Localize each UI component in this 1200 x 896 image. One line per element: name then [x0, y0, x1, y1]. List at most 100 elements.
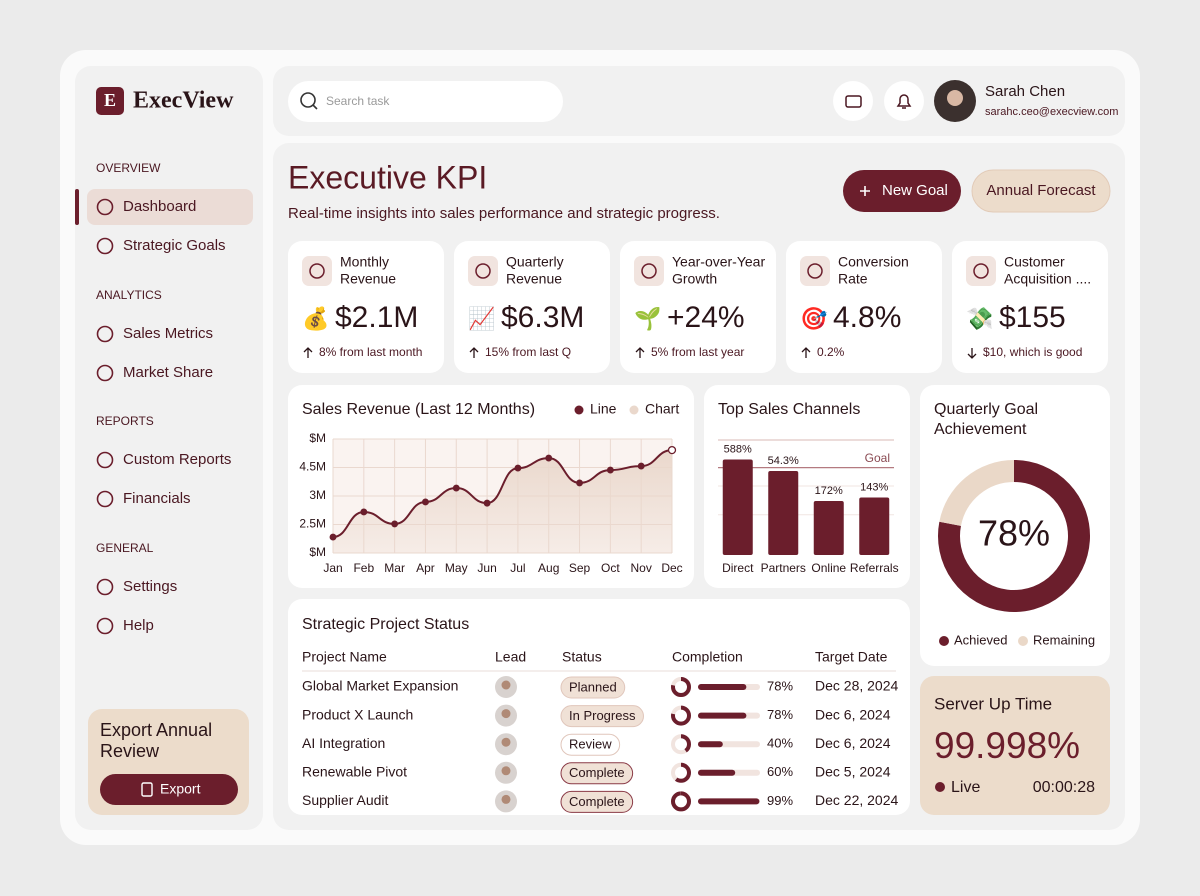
column-header: Project Name	[302, 649, 387, 665]
nav-icon	[96, 490, 114, 508]
bar-label: 588%	[724, 443, 752, 455]
logo	[96, 87, 124, 115]
kpi-icon	[475, 263, 491, 279]
project-name: Supplier Audit	[302, 792, 389, 808]
search-box[interactable]	[288, 81, 563, 122]
nav-item[interactable]: Help	[123, 617, 154, 634]
kpi-value: $155	[999, 301, 1066, 334]
sales-point	[452, 484, 460, 492]
legend-swatch	[1018, 636, 1028, 646]
x-tick-label: Jun	[477, 561, 496, 575]
status-pill	[560, 676, 626, 699]
status-pill	[560, 790, 634, 813]
annual-forecast-button[interactable]	[971, 169, 1111, 213]
legend-label: Chart	[645, 401, 679, 417]
kpi-emoji: 💰	[302, 306, 329, 332]
kpi-emoji: 🌱	[634, 306, 661, 331]
target-date: Dec 6, 2024	[815, 706, 891, 722]
completion-bar	[698, 741, 723, 748]
nav-section: ANALYTICS	[96, 288, 162, 302]
nav-item[interactable]: Financials	[123, 490, 191, 507]
kpi-label: Revenue	[340, 271, 396, 287]
kpi-icon-box	[302, 256, 332, 286]
chart-title: Quarterly Goal	[934, 401, 1038, 418]
x-tick-label: Aug	[538, 561, 559, 575]
nav-section: GENERAL	[96, 541, 154, 555]
export-button[interactable]	[100, 774, 238, 805]
lead-avatar-head	[501, 709, 511, 719]
kpi-icon	[807, 263, 823, 279]
completion-label: 40%	[767, 736, 793, 751]
status-pill-label: Review	[569, 737, 612, 752]
kpi-icon-box	[800, 256, 830, 286]
column-header: Status	[562, 649, 602, 665]
y-tick-label: 3M	[309, 488, 326, 502]
kpi-trend-arrow	[967, 348, 977, 359]
export-title: Export Annual	[100, 720, 212, 740]
kpi-emoji: 🎯	[800, 306, 827, 331]
kpi-change: 8% from last month	[319, 345, 422, 359]
new-goal-label[interactable]: New Goal	[882, 182, 948, 199]
new-goal-button[interactable]	[843, 170, 961, 212]
x-tick-label: Apr	[416, 561, 435, 575]
sales-point	[637, 462, 645, 470]
kpi-label: Quarterly	[506, 254, 564, 270]
server-title: Server Up Time	[934, 694, 1052, 713]
target-date: Dec 28, 2024	[815, 678, 898, 694]
nav-item[interactable]: Sales Metrics	[123, 325, 213, 342]
chart-title: Achievement	[934, 421, 1027, 438]
sales-area	[333, 450, 672, 553]
nav-section: REPORTS	[96, 414, 154, 428]
kpi-label: Monthly	[340, 254, 389, 270]
completion-bar	[698, 712, 747, 719]
kpi-label: Customer	[1004, 254, 1065, 270]
kpi-emoji: 📈	[468, 306, 495, 331]
nav-item[interactable]: Market Share	[123, 364, 213, 381]
column-header: Completion	[672, 649, 743, 665]
nav-item[interactable]: Dashboard	[123, 198, 196, 215]
kpi-emoji: 💸	[966, 306, 993, 331]
kpi-change: $10, which is good	[983, 345, 1082, 359]
user-email: sarahc.ceo@execview.com	[985, 106, 1118, 118]
x-tick-label: Dec	[661, 561, 682, 575]
nav-icon	[96, 325, 114, 343]
bar	[722, 459, 753, 555]
completion-label: 60%	[767, 764, 793, 779]
legend-swatch	[939, 636, 949, 646]
nav-icon	[96, 578, 114, 596]
status-pill-label: In Progress	[569, 708, 636, 723]
export-button-label[interactable]: Export	[160, 781, 201, 797]
x-tick-label: Online	[811, 561, 846, 575]
sales-point	[606, 466, 614, 474]
nav-active-bar	[75, 189, 79, 225]
status-pill	[560, 733, 621, 756]
status-pill-label: Planned	[569, 679, 617, 694]
export-icon	[141, 782, 153, 797]
notification-button[interactable]	[884, 81, 924, 121]
search-placeholder[interactable]: Search task	[326, 94, 390, 108]
legend-label: Achieved	[954, 632, 1007, 647]
completion-ring	[671, 791, 691, 812]
server-timer: 00:00:28	[1033, 779, 1095, 796]
nav-item[interactable]: Custom Reports	[123, 451, 231, 468]
y-tick-label: 4.5M	[299, 460, 326, 474]
project-name: AI Integration	[302, 735, 385, 751]
x-tick-label: Jan	[323, 561, 342, 575]
kpi-label: Conversion	[838, 254, 909, 270]
legend-label: Line	[590, 401, 617, 417]
kpi-icon	[973, 263, 989, 279]
mail-button[interactable]	[833, 81, 873, 121]
page-title: Executive KPI	[288, 159, 487, 195]
kpi-change: 0.2%	[817, 345, 845, 359]
status-pill	[560, 705, 644, 728]
y-tick-label: $M	[309, 545, 326, 559]
nav-item[interactable]: Strategic Goals	[123, 237, 226, 254]
nav-item[interactable]: Settings	[123, 578, 177, 595]
x-tick-label: Mar	[384, 561, 405, 575]
donut-segment	[939, 460, 1015, 527]
annual-forecast-label[interactable]: Annual Forecast	[986, 182, 1096, 199]
x-tick-label: Jul	[510, 561, 525, 575]
nav-icon	[96, 198, 114, 216]
bar	[859, 497, 890, 555]
user-avatar-face	[947, 90, 963, 106]
